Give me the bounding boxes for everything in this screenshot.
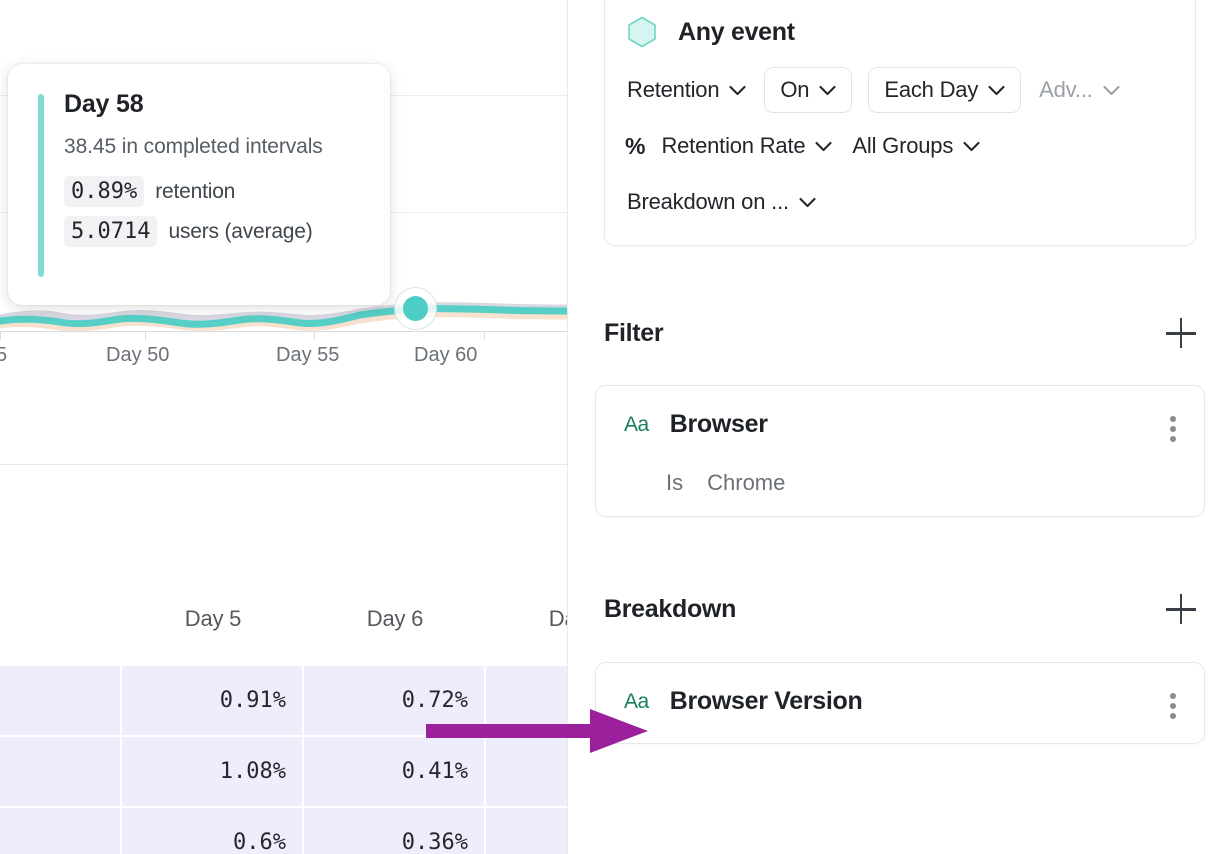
axis-tick-label: Day 55	[276, 344, 340, 366]
tooltip-accent-bar	[38, 94, 44, 277]
dropdown-label: All Groups	[852, 133, 954, 158]
dropdown-all-groups[interactable]: All Groups	[850, 127, 982, 165]
retention-chart[interactable]: 5 Day 50 Day 55 Day 60 Day 58 38.45 in c…	[0, 0, 567, 465]
event-controls-row-3: Breakdown on ...	[625, 183, 818, 221]
dropdown-label: Retention	[627, 77, 720, 102]
axis-tick-mark	[145, 331, 146, 340]
filter-operator: Is	[666, 470, 684, 495]
breakdown-item-browser-version[interactable]: Aa Browser Version	[595, 662, 1205, 744]
filter-value: Chrome	[707, 470, 786, 495]
tooltip-subtitle: 38.45 in completed intervals	[64, 135, 323, 158]
table-cell: 0.83%	[486, 666, 567, 735]
text-property-icon: Aa	[624, 689, 649, 713]
event-controls-row-1: Retention On Each Day	[625, 67, 1122, 113]
event-config-card: Any event Retention On	[604, 0, 1196, 246]
table-cell: 0.6%	[122, 808, 304, 854]
chart-highlighted-point[interactable]	[403, 296, 428, 321]
breakdown-section-header: Breakdown	[604, 594, 1196, 624]
axis-tick-label: Day 60	[414, 344, 478, 366]
percent-icon: %	[625, 132, 646, 159]
chevron-down-icon	[819, 85, 836, 95]
chart-x-axis	[0, 331, 567, 332]
dropdown-on[interactable]: On	[764, 67, 853, 113]
filter-item-browser[interactable]: Aa Browser Is Chrome	[595, 385, 1205, 517]
retention-table[interactable]: Day 5 Day 6 Day 7 0.91% 0.72% 0.83% 0 1.…	[0, 466, 567, 854]
table-cell: 0.51%	[486, 737, 567, 806]
add-breakdown-button[interactable]	[1166, 594, 1196, 624]
tooltip-metric-value: 5.0714	[64, 216, 158, 247]
breakdown-section-title: Breakdown	[604, 594, 737, 623]
axis-tick-label: 5	[0, 344, 7, 367]
dropdown-each-day[interactable]: Each Day	[868, 67, 1022, 113]
more-vertical-icon[interactable]	[1170, 416, 1176, 442]
table-cell: 1.08%	[122, 737, 304, 806]
chart-tooltip: Day 58 38.45 in completed intervals 0.89…	[8, 64, 390, 305]
event-controls-row-2: % Retention Rate All Groups	[625, 127, 982, 165]
chevron-down-icon	[815, 141, 832, 151]
event-header[interactable]: Any event	[625, 15, 795, 49]
dropdown-advanced[interactable]: Adv...	[1037, 71, 1121, 109]
axis-tick-mark	[0, 331, 1, 340]
text-property-icon: Aa	[624, 412, 649, 436]
table-row[interactable]: 0.91% 0.72% 0.83% 0	[0, 666, 567, 735]
add-filter-button[interactable]	[1166, 318, 1196, 348]
table-column-header[interactable]: Day 6	[366, 606, 424, 631]
table-column-header[interactable]	[0, 606, 122, 666]
breakdown-item-head: Aa Browser Version	[624, 687, 863, 716]
more-vertical-icon[interactable]	[1170, 693, 1176, 719]
filter-property-name: Browser	[669, 410, 768, 438]
tooltip-title: Day 58	[64, 90, 144, 118]
hexagon-icon	[628, 16, 656, 48]
table-cell: 0.82%	[486, 808, 567, 854]
tooltip-metric-row: 0.89% retention	[64, 176, 368, 207]
filter-condition[interactable]: Is Chrome	[666, 470, 785, 496]
tooltip-metric-value: 0.89%	[64, 176, 145, 207]
filter-section-title: Filter	[604, 318, 664, 347]
chart-series-svg	[0, 302, 567, 332]
table-cell: 0.72%	[304, 666, 486, 735]
dropdown-label: Each Day	[884, 77, 979, 102]
table-header-row: Day 5 Day 6 Day 7	[0, 606, 567, 666]
table-row[interactable]: 1.08% 0.41% 0.51% 0	[0, 737, 567, 806]
dropdown-label: Adv...	[1039, 77, 1093, 102]
table-cell: 0.36%	[304, 808, 486, 854]
dropdown-retention-rate[interactable]: Retention Rate	[659, 127, 834, 165]
table-cell	[0, 808, 122, 854]
table-column-header[interactable]: Day 5	[184, 606, 242, 631]
table-cell: 0.91%	[122, 666, 304, 735]
table-cell	[0, 737, 122, 806]
tooltip-metric-label: retention	[155, 179, 236, 203]
table-row[interactable]: 0.6% 0.36% 0.82%	[0, 808, 567, 854]
table-column-header[interactable]: Day 7	[548, 606, 567, 631]
chevron-down-icon	[729, 85, 746, 95]
event-name-label: Any event	[678, 17, 795, 46]
filter-item-head: Aa Browser	[624, 410, 768, 439]
chevron-down-icon	[963, 141, 980, 151]
dropdown-label: Breakdown on ...	[627, 189, 789, 214]
filter-section-header: Filter	[604, 318, 1196, 348]
table-cell: 0.41%	[304, 737, 486, 806]
tooltip-metric-row: 5.0714 users (average)	[64, 216, 368, 247]
axis-tick-mark	[484, 331, 485, 340]
config-sidebar: Any event Retention On	[569, 0, 1222, 854]
left-pane: 5 Day 50 Day 55 Day 60 Day 58 38.45 in c…	[0, 0, 568, 854]
dropdown-label: On	[780, 77, 810, 102]
tooltip-metric-label: users (average)	[168, 219, 313, 243]
chevron-down-icon	[988, 85, 1005, 95]
axis-tick-mark	[314, 331, 315, 340]
dropdown-breakdown-on[interactable]: Breakdown on ...	[625, 183, 818, 221]
chevron-down-icon	[799, 197, 816, 207]
chevron-down-icon	[1102, 85, 1120, 95]
dropdown-retention[interactable]: Retention	[625, 71, 748, 109]
axis-tick-label: Day 50	[106, 344, 170, 366]
breakdown-property-name: Browser Version	[669, 687, 863, 715]
dropdown-label: Retention Rate	[661, 133, 806, 158]
table-cell	[0, 666, 122, 735]
